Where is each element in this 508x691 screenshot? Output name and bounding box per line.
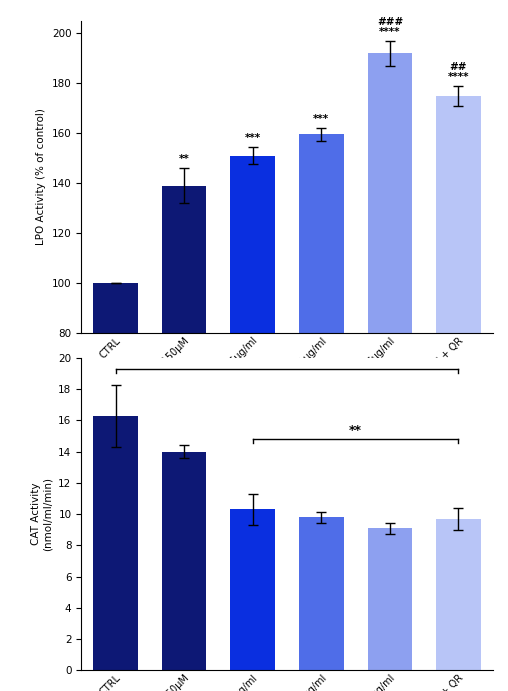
Text: ***: *** [313, 115, 329, 124]
Bar [162, 186, 206, 533]
Bar [299, 518, 343, 670]
Text: **: ** [179, 154, 189, 164]
Text: ***: *** [245, 133, 261, 143]
X-axis label: Concentration: Concentration [245, 437, 329, 451]
Bar [436, 519, 481, 670]
Text: ****: **** [379, 27, 401, 37]
Text: **: ** [349, 424, 362, 437]
Bar [368, 528, 412, 670]
Bar [299, 134, 343, 533]
Bar [93, 283, 138, 533]
Text: ****: **** [448, 72, 469, 82]
Text: ###: ### [377, 17, 403, 27]
Bar [231, 155, 275, 533]
Bar [368, 53, 412, 533]
Bar [231, 509, 275, 670]
Y-axis label: CAT Activity
(nmol/ml/min): CAT Activity (nmol/ml/min) [31, 477, 53, 551]
Bar [436, 95, 481, 533]
Text: ##: ## [450, 62, 467, 72]
Y-axis label: LPO Activity (% of control): LPO Activity (% of control) [36, 108, 46, 245]
Text: (A): (A) [276, 433, 298, 446]
Bar [93, 416, 138, 670]
Bar [162, 452, 206, 670]
